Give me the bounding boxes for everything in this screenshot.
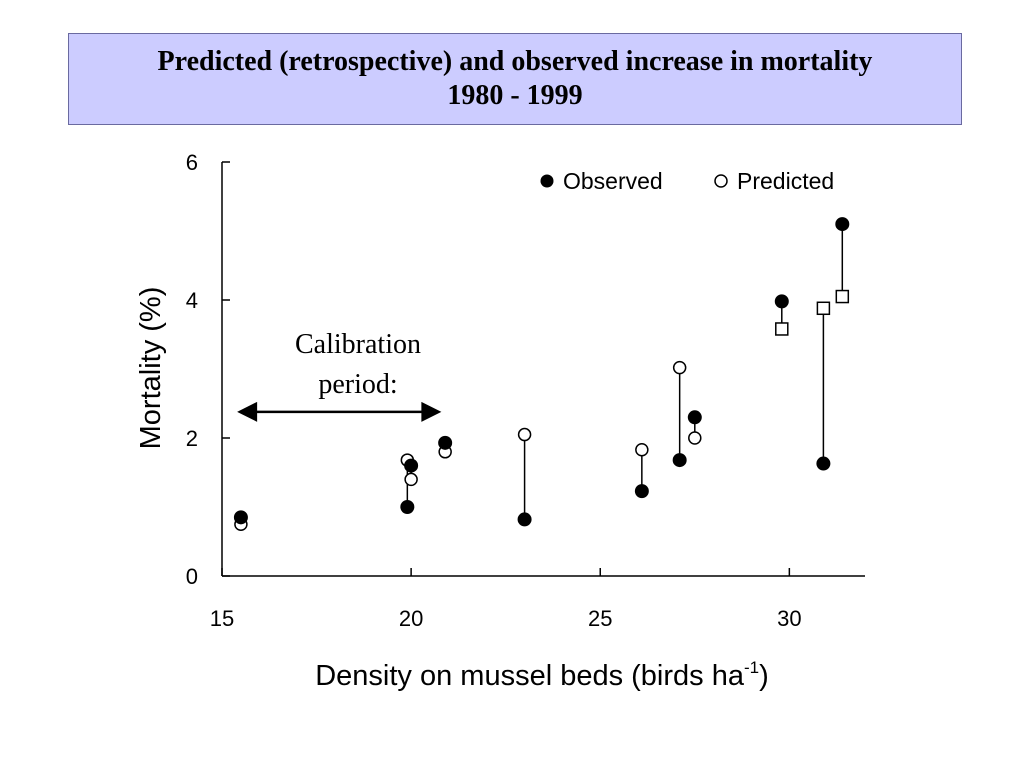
calibration-arrow-head-right xyxy=(421,401,442,422)
y-tick-label: 2 xyxy=(186,426,198,451)
observed-point xyxy=(634,484,649,499)
predicted-point xyxy=(816,301,831,316)
observed-point xyxy=(672,453,687,468)
observed-point xyxy=(438,435,453,450)
y-tick-label: 4 xyxy=(186,288,198,313)
predicted-point xyxy=(517,427,532,442)
y-tick-label: 0 xyxy=(186,564,198,589)
chart-title-line1: Predicted (retrospective) and observed i… xyxy=(157,46,873,77)
predicted-point xyxy=(672,360,687,375)
annotation-text-line2: period: xyxy=(318,369,397,400)
predicted-point xyxy=(404,472,418,487)
x-axis-title-superscript: -1 xyxy=(744,658,759,677)
observed-point xyxy=(233,510,248,525)
observed-point xyxy=(816,456,831,471)
legend-predicted-label: Predicted xyxy=(737,168,834,194)
chart-title-line2: 1980 - 1999 xyxy=(447,80,583,111)
x-axis-title: Density on mussel beds (birds ha-1) xyxy=(315,658,769,692)
predicted-point xyxy=(775,322,789,336)
predicted-point xyxy=(635,442,649,457)
legend-observed-label: Observed xyxy=(563,168,663,194)
y-tick-label: 6 xyxy=(186,150,198,175)
observed-point xyxy=(400,500,415,514)
calibration-arrow-head-left xyxy=(237,401,258,422)
observed-point xyxy=(404,458,419,473)
x-tick-label: 25 xyxy=(588,606,612,631)
x-tick-label: 15 xyxy=(210,606,234,631)
x-tick-label: 30 xyxy=(777,606,801,631)
y-axis-title: Mortality (%) xyxy=(135,287,167,450)
legend-predicted-marker xyxy=(714,174,728,188)
x-tick-label: 20 xyxy=(399,606,423,631)
predicted-point xyxy=(688,431,702,445)
observed-point xyxy=(517,512,532,527)
legend-observed-marker xyxy=(540,174,554,188)
annotation-text-line1: Calibration xyxy=(295,329,421,360)
observed-point xyxy=(774,294,789,309)
predicted-point xyxy=(835,289,850,304)
observed-point xyxy=(687,410,702,425)
observed-point xyxy=(835,217,850,232)
chart-title-box: Predicted (retrospective) and observed i… xyxy=(68,33,962,125)
